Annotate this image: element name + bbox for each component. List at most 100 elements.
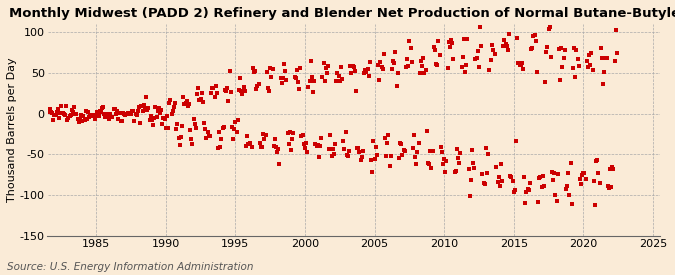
Point	[605, 185, 616, 189]
Point	[504, 32, 514, 36]
Point	[560, 187, 571, 191]
Point	[309, 79, 320, 83]
Point	[145, 114, 156, 118]
Point	[156, 108, 167, 112]
Point	[284, 142, 294, 147]
Point	[205, 134, 215, 138]
Point	[247, 65, 258, 70]
Point	[497, 179, 508, 183]
Point	[610, 59, 620, 63]
Point	[358, 71, 369, 76]
Point	[211, 84, 221, 88]
Point	[512, 36, 522, 40]
Point	[193, 86, 204, 90]
Point	[293, 79, 304, 84]
Point	[263, 86, 273, 90]
Point	[344, 148, 354, 153]
Point	[113, 117, 124, 121]
Point	[449, 170, 460, 175]
Point	[138, 103, 149, 107]
Point	[387, 67, 398, 71]
Point	[404, 39, 414, 43]
Point	[355, 158, 366, 162]
Point	[185, 128, 196, 133]
Point	[40, 103, 51, 108]
Point	[389, 61, 400, 65]
Point	[462, 37, 472, 41]
Point	[190, 126, 201, 130]
Point	[550, 193, 561, 197]
Point	[539, 80, 550, 84]
Point	[356, 154, 367, 159]
Point	[207, 86, 217, 90]
Point	[585, 62, 595, 67]
Point	[381, 153, 392, 158]
Point	[396, 142, 406, 147]
Point	[90, 117, 101, 121]
Point	[84, 114, 95, 119]
Point	[295, 66, 306, 71]
Point	[274, 162, 285, 166]
Point	[107, 114, 118, 119]
Point	[238, 85, 249, 90]
Point	[470, 57, 481, 61]
Point	[358, 149, 369, 153]
Point	[256, 144, 267, 149]
Point	[515, 63, 526, 67]
Point	[570, 75, 580, 79]
Point	[161, 114, 172, 118]
Point	[276, 81, 287, 85]
Point	[38, 112, 49, 116]
Point	[317, 75, 328, 79]
Point	[433, 39, 443, 43]
Point	[217, 126, 228, 131]
Point	[82, 117, 92, 122]
Point	[187, 142, 198, 146]
Point	[498, 43, 509, 48]
Point	[592, 158, 603, 162]
Point	[306, 75, 317, 79]
Point	[209, 95, 220, 100]
Point	[146, 118, 157, 122]
Point	[85, 112, 96, 117]
Point	[74, 120, 84, 125]
Point	[186, 137, 196, 142]
Point	[523, 188, 534, 192]
Point	[506, 175, 517, 180]
Point	[225, 90, 236, 94]
Point	[116, 119, 127, 123]
Point	[179, 102, 190, 106]
Point	[42, 109, 53, 114]
Point	[571, 48, 582, 53]
Point	[103, 117, 114, 121]
Point	[275, 76, 286, 81]
Point	[134, 104, 144, 109]
Point	[362, 67, 373, 71]
Point	[119, 112, 130, 117]
Point	[325, 133, 336, 138]
Point	[289, 75, 300, 79]
Point	[87, 113, 98, 118]
Point	[244, 142, 254, 146]
Point	[151, 115, 162, 119]
Point	[450, 168, 461, 173]
Point	[37, 116, 48, 120]
Point	[171, 126, 182, 131]
Point	[368, 139, 379, 143]
Point	[76, 112, 86, 117]
Point	[304, 79, 315, 83]
Point	[599, 70, 610, 74]
Point	[106, 114, 117, 119]
Point	[554, 47, 564, 52]
Point	[366, 157, 377, 162]
Point	[101, 114, 112, 119]
Point	[129, 119, 140, 123]
Point	[128, 109, 139, 113]
Point	[342, 154, 353, 158]
Point	[298, 142, 309, 146]
Point	[246, 145, 257, 149]
Point	[584, 53, 595, 57]
Point	[277, 75, 288, 80]
Point	[416, 59, 427, 63]
Point	[100, 114, 111, 119]
